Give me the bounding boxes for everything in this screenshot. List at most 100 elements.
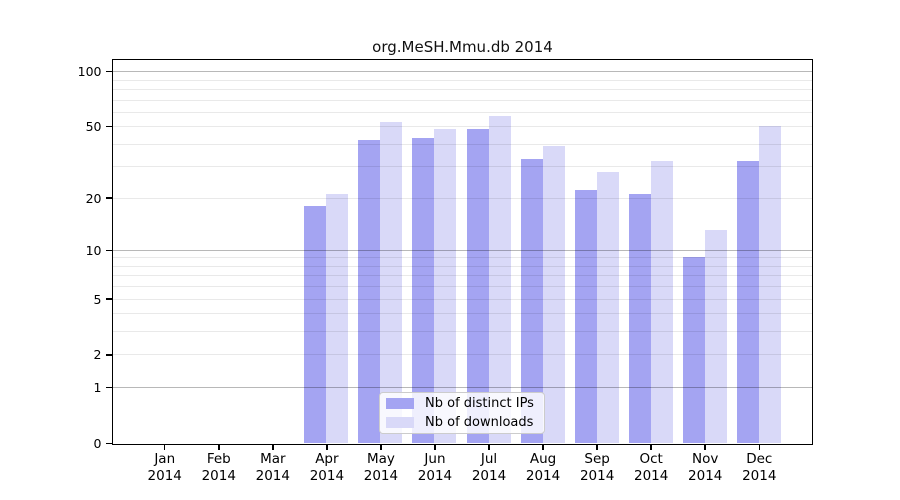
x-tick-month: Apr: [315, 450, 339, 467]
gridline-minor-30: [113, 166, 812, 168]
bar-downloads-jul: [488, 115, 511, 443]
x-tick-year: 2014: [579, 467, 615, 484]
x-tick-year: 2014: [742, 467, 777, 484]
bar-distinct-ips-oct: [628, 193, 651, 443]
gridline-major-1: [113, 387, 812, 389]
x-tick-year: 2014: [688, 467, 723, 484]
gridline-minor-2: [113, 354, 812, 356]
gridline-minor-6: [113, 286, 812, 288]
bar-downloads-nov: [704, 230, 727, 443]
x-tick-label-jun: Jun 2014: [405, 451, 465, 485]
legend-label-downloads: Nb of downloads: [425, 414, 534, 430]
x-tick-label-may: May 2014: [351, 451, 411, 485]
x-tick-label-jul: Jul 2014: [459, 451, 519, 485]
x-tick-may: [380, 444, 382, 450]
x-tick-jun: [434, 444, 436, 450]
bar-distinct-ips-may: [358, 139, 381, 443]
x-tick-year: 2014: [201, 467, 236, 484]
x-tick-month: Dec: [746, 450, 773, 467]
bar-downloads-aug: [542, 145, 565, 443]
y-tick-1: [106, 386, 112, 389]
legend: Nb of distinct IPs Nb of downloads: [379, 392, 545, 434]
x-tick-year: 2014: [525, 467, 561, 484]
bar-downloads-sep: [596, 171, 619, 443]
gridline-minor-9: [113, 257, 812, 259]
legend-item-distinct-ips: Nb of distinct IPs: [386, 396, 544, 411]
gridline-minor-8: [113, 265, 812, 267]
bar-distinct-ips-aug: [520, 158, 543, 443]
legend-item-downloads: Nb of downloads: [386, 415, 544, 430]
y-tick-0: [106, 442, 112, 445]
legend-swatch-distinct-ips-icon: [386, 398, 414, 410]
y-tick-label-10: 10: [85, 242, 102, 258]
gridline-minor-50: [113, 126, 812, 128]
x-tick-month: Jun: [424, 450, 446, 467]
x-tick-month: Sep: [584, 450, 610, 467]
y-tick-label-1: 1: [93, 380, 102, 396]
y-tick-50: [106, 125, 112, 128]
x-tick-label-nov: Nov 2014: [675, 451, 735, 485]
bar-distinct-ips-apr: [304, 205, 327, 443]
bar-downloads-dec: [758, 126, 781, 443]
x-tick-apr: [326, 444, 328, 450]
gridline-minor-5: [113, 298, 812, 300]
x-tick-month: Oct: [639, 450, 663, 467]
bar-distinct-ips-dec: [736, 161, 759, 443]
x-tick-dec: [758, 444, 761, 450]
bar-distinct-ips-nov: [682, 257, 705, 443]
x-tick-year: 2014: [147, 467, 182, 484]
legend-swatch-downloads-icon: [386, 416, 414, 428]
x-tick-feb: [218, 444, 220, 450]
y-tick-label-2: 2: [93, 347, 102, 363]
y-tick-5: [106, 298, 112, 300]
gridline-minor-40: [113, 143, 812, 145]
x-tick-label-jan: Jan 2014: [135, 451, 195, 485]
x-tick-sep: [596, 444, 598, 450]
y-tick-20: [106, 197, 112, 199]
x-tick-month: May: [366, 450, 395, 467]
bar-downloads-apr: [326, 193, 349, 443]
x-tick-year: 2014: [255, 467, 290, 484]
x-tick-label-dec: Dec 2014: [729, 451, 789, 485]
gridline-minor-90: [113, 79, 812, 81]
x-tick-year: 2014: [471, 467, 507, 484]
y-tick-label-0: 0: [93, 436, 102, 451]
bar-downloads-oct: [650, 161, 673, 443]
x-tick-year: 2014: [309, 467, 345, 484]
gridline-minor-4: [113, 313, 812, 315]
bar-downloads-may: [380, 121, 403, 443]
gridline-minor-60: [113, 111, 812, 113]
x-tick-aug: [542, 444, 544, 450]
gridline-minor-80: [113, 88, 812, 90]
x-tick-label-mar: Mar 2014: [243, 451, 303, 485]
x-tick-mar: [272, 444, 274, 450]
gridline-major-10: [113, 249, 812, 251]
x-tick-month: Mar: [260, 450, 286, 467]
x-tick-month: Jan: [154, 450, 176, 467]
x-tick-month: Feb: [206, 450, 231, 467]
x-tick-year: 2014: [633, 467, 669, 484]
plot-area: [112, 59, 813, 445]
gridline-minor-70: [113, 99, 812, 101]
y-tick-label-100: 100: [77, 64, 102, 80]
x-tick-month: Aug: [529, 450, 557, 467]
x-tick-year: 2014: [417, 467, 453, 484]
x-tick-label-feb: Feb 2014: [189, 451, 249, 485]
x-tick-jan: [163, 444, 166, 450]
bar-distinct-ips-jul: [466, 129, 489, 443]
bar-distinct-ips-jun: [412, 138, 435, 443]
x-tick-nov: [704, 444, 706, 450]
y-tick-10: [106, 249, 112, 252]
gridline-minor-20: [113, 197, 812, 199]
x-tick-month: Nov: [692, 450, 719, 467]
legend-label-distinct-ips: Nb of distinct IPs: [425, 396, 534, 412]
y-tick-2: [106, 354, 112, 356]
y-tick-100: [106, 70, 112, 73]
x-tick-jul: [488, 444, 490, 450]
x-tick-label-apr: Apr 2014: [297, 451, 357, 485]
x-tick-label-sep: Sep 2014: [567, 451, 627, 485]
gridline-major-100: [113, 71, 812, 73]
chart-title: org.MeSH.Mmu.db 2014: [372, 38, 553, 56]
x-tick-oct: [650, 444, 652, 450]
gridline-minor-7: [113, 275, 812, 277]
